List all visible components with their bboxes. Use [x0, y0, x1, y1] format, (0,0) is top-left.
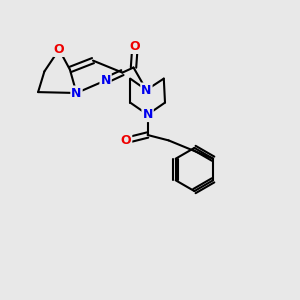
- Text: O: O: [130, 40, 140, 53]
- Text: O: O: [121, 134, 131, 147]
- Text: O: O: [54, 43, 64, 56]
- Text: N: N: [142, 108, 153, 121]
- Text: N: N: [100, 74, 111, 87]
- Text: N: N: [71, 86, 82, 100]
- Text: N: N: [141, 83, 152, 97]
